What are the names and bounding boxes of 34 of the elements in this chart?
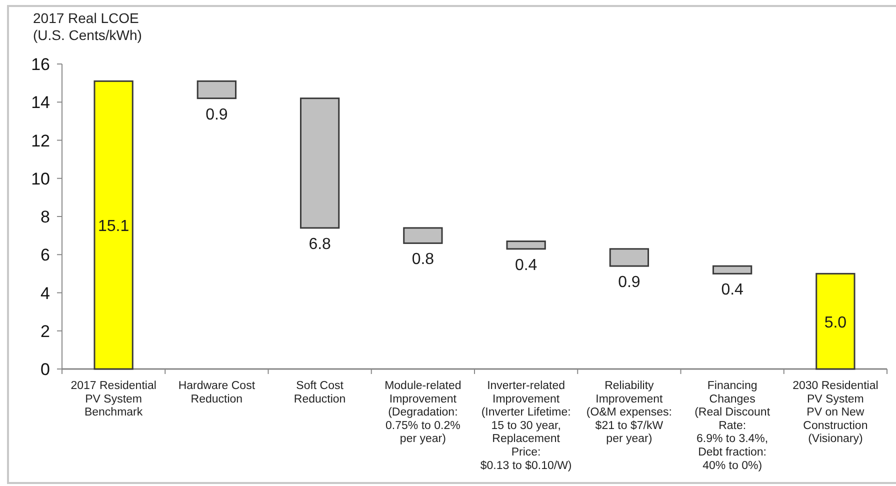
x-tick-label: 2030 Residential PV System PV on New Construction (Visionary) (792, 380, 878, 446)
y-tick-label: 6 (40, 246, 50, 265)
data-label: 0.4 (721, 282, 744, 299)
data-label: 6.8 (308, 236, 332, 253)
y-tick-label: 4 (40, 284, 50, 303)
y-tick-label: 8 (40, 208, 50, 226)
x-tick-label: Inverter-related Improvement (Inverter Lifetime: 15 to 30 year, Replacement Price: $0.13 to $0.10/W) (480, 380, 572, 472)
x-tick-label: Financing Changes (Real Discount Rate: 6.9% to 3.4%, Debt fraction: 40% to 0%) (694, 380, 771, 472)
y-tick-label: 12 (31, 131, 50, 150)
data-label: 0.4 (514, 256, 538, 274)
bar (816, 272, 856, 370)
x-tick-label: Reliability Improvement (O&M expenses: $21 to $7/kW per year) (586, 380, 672, 446)
bar (196, 80, 237, 100)
bar (712, 265, 752, 274)
data-label: 5.0 (824, 314, 847, 332)
bar (506, 240, 546, 250)
y-tick-label: 10 (31, 169, 50, 188)
bar (403, 227, 443, 244)
y-tick-label: 2 (40, 322, 50, 341)
x-tick-label: Hardware Cost Reduction (178, 380, 256, 406)
data-label: 15.1 (98, 218, 130, 236)
y-tick-label: 16 (31, 55, 50, 74)
x-tick-label: Soft Cost Reduction (294, 380, 346, 406)
y-axis-title: 2017 Real LCOE (U.S. Cents/kWh) (33, 10, 142, 43)
y-tick-label: 0 (40, 360, 50, 379)
x-tick-label: 2017 Residential PV System Benchmark (70, 380, 156, 419)
x-tick-label: Module-related Improvement (Degradation: 0.75% to 0.2% per year) (384, 380, 462, 446)
bar (300, 98, 340, 229)
data-label: 0.8 (412, 251, 434, 268)
data-label: 0.9 (618, 274, 640, 292)
data-label: 0.9 (206, 106, 228, 124)
bar (94, 80, 134, 370)
y-tick-label: 14 (31, 93, 50, 112)
bar (609, 248, 650, 267)
